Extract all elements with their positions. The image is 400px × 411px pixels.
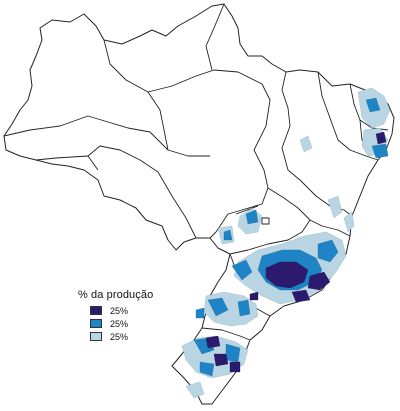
legend-item-light: 25% (90, 330, 188, 343)
legend-swatch-mid (90, 319, 102, 328)
legend-label: 25% (110, 331, 129, 342)
production-dark-regions (205, 131, 387, 373)
legend-label: 25% (110, 305, 129, 316)
legend-label: 25% (110, 318, 129, 329)
legend-swatch-light (90, 332, 102, 341)
state-borders (3, 3, 389, 341)
legend-title: % da produção (78, 289, 154, 301)
brazil-outline (3, 3, 395, 405)
map-legend: % da produção 25% 25% 25% (78, 289, 188, 343)
legend-item-dark: 25% (90, 304, 188, 317)
legend-swatch-dark (90, 306, 102, 315)
legend-item-mid: 25% (90, 317, 188, 330)
